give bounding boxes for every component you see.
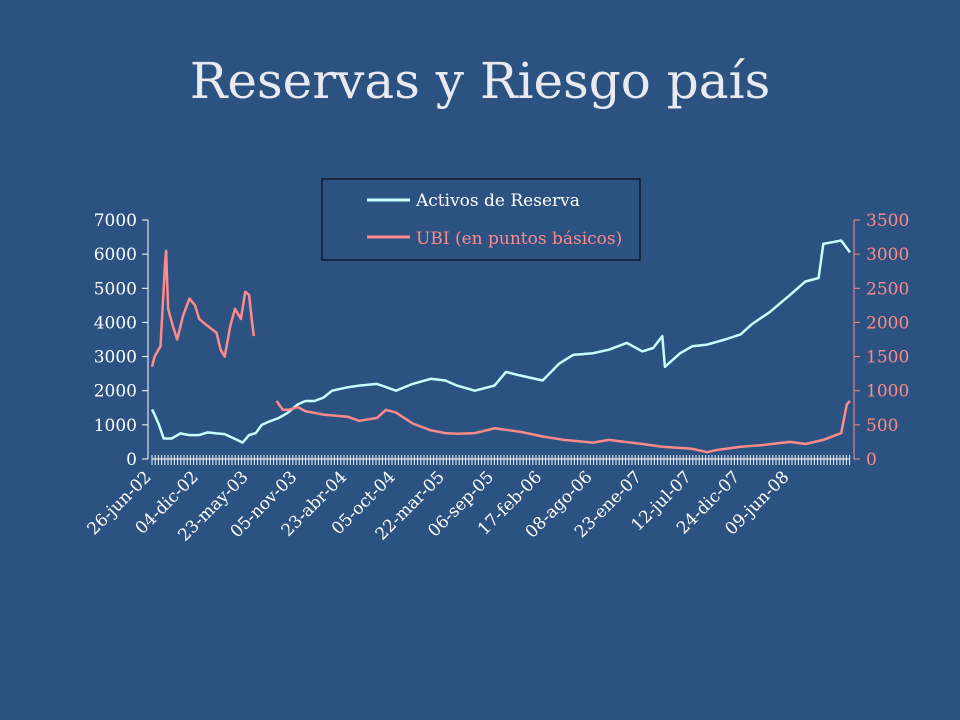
series-line-reserves (150, 239, 852, 444)
legend-label-reserves: Activos de Reserva (415, 191, 580, 211)
y-right-tick-label: 2500 (866, 279, 909, 299)
y-right-tick-label: 1000 (866, 382, 909, 402)
x-tick-band (151, 455, 851, 465)
y-right-tick-label: 1500 (866, 348, 909, 368)
legend-label-ubi: UBI (en puntos básicos) (416, 229, 622, 249)
series-line-ubi (150, 249, 851, 454)
y-left-tick-label: 5000 (94, 279, 137, 299)
y-left-tick-label: 0 (126, 450, 137, 470)
y-left-tick-label: 4000 (94, 313, 137, 333)
y-left-tick-label: 2000 (94, 382, 137, 402)
chart-axes: 0 1000 2000 3000 4000 5000 6000 7000 0 500 1000 150… (83, 211, 909, 546)
chart-legend: Activos de Reserva UBI (en puntos básico… (321, 178, 641, 261)
y-right-tick-label: 3000 (866, 245, 909, 265)
y-right-tick-label: 500 (866, 416, 898, 436)
chart-series (150, 239, 852, 454)
legend-box (321, 178, 641, 261)
y-right-tick-label: 0 (866, 450, 877, 470)
y-left-tick-label: 3000 (94, 348, 137, 368)
y-right-tick-label: 3500 (866, 211, 909, 231)
y-left-tick-label: 1000 (94, 416, 137, 436)
y-right-tick-label: 2000 (866, 313, 909, 333)
y-left-tick-label: 6000 (94, 245, 137, 265)
slide-title: Reservas y Riesgo país (189, 52, 771, 110)
y-left-tick-label: 7000 (94, 211, 137, 231)
